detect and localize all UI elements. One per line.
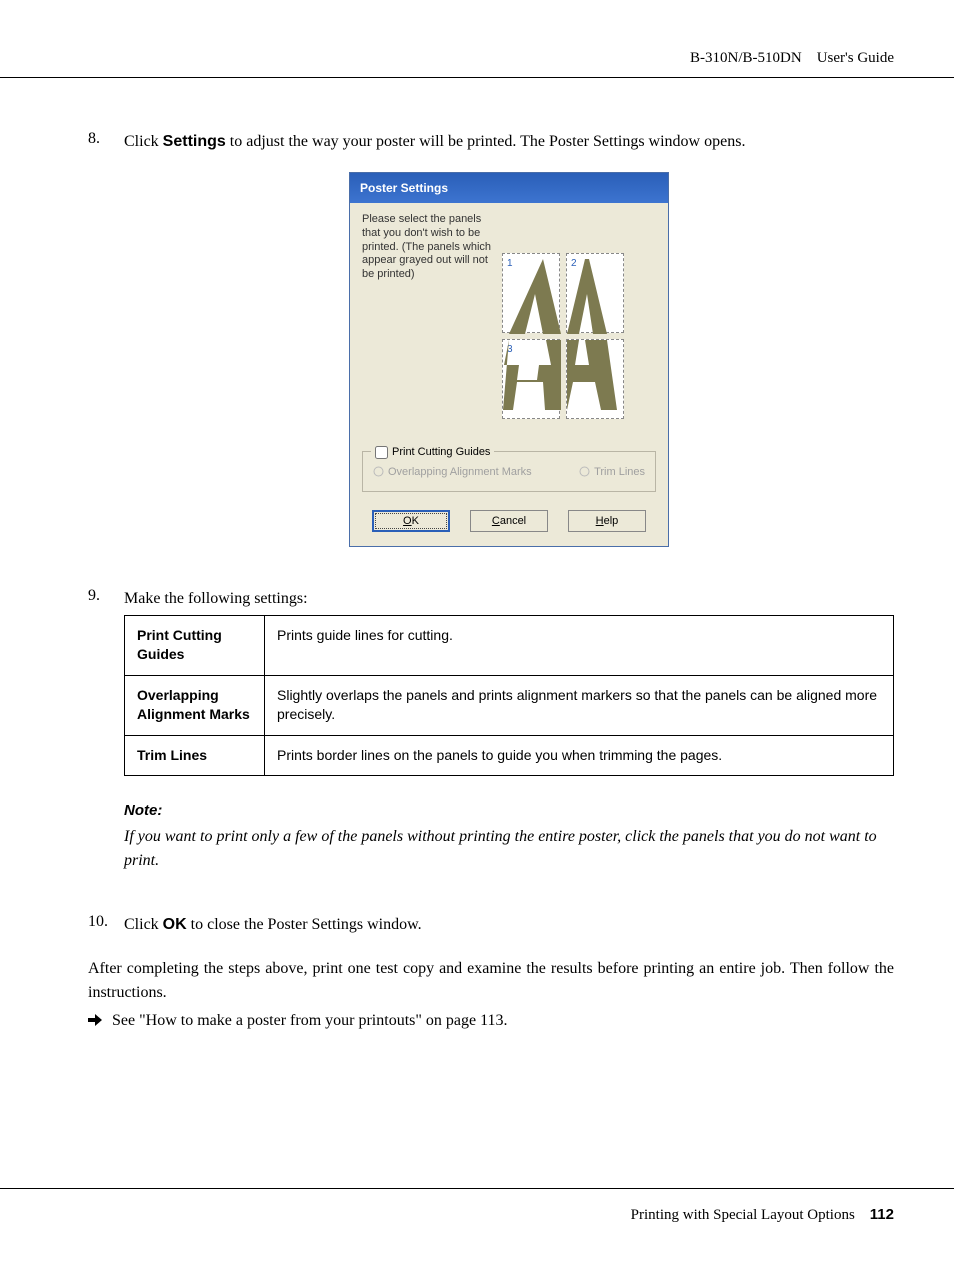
radio-icon	[373, 466, 384, 477]
step10-bold: OK	[163, 916, 187, 933]
step10-pre: Click	[124, 916, 163, 933]
panel-2[interactable]: 2	[566, 253, 624, 333]
see-reference-text: See "How to make a poster from your prin…	[108, 1012, 508, 1029]
step10-post: to close the Poster Settings window.	[187, 916, 422, 933]
cutting-guides-label: Print Cutting Guides	[392, 446, 490, 458]
panel-grid: 1 2 3 4	[492, 213, 656, 447]
trim-radio[interactable]: Trim Lines	[579, 464, 645, 481]
step8-bold: Settings	[163, 133, 226, 150]
see-reference-line: See "How to make a poster from your prin…	[88, 1009, 894, 1034]
settings-table: Print Cutting Guides Prints guide lines …	[124, 615, 894, 777]
radio-icon	[579, 466, 590, 477]
setting-desc: Prints guide lines for cutting.	[265, 615, 894, 675]
panel-4-shape	[567, 340, 625, 420]
header-product: B-310N/B-510DN	[690, 50, 802, 66]
panel-1[interactable]: 1	[502, 253, 560, 333]
cutting-guides-checkbox-input[interactable]	[375, 446, 388, 459]
note-body: If you want to print only a few of the p…	[124, 825, 894, 873]
setting-desc: Slightly overlaps the panels and prints …	[265, 675, 894, 735]
setting-name: Overlapping Alignment Marks	[125, 675, 265, 735]
step8-post: to adjust the way your poster will be pr…	[226, 133, 746, 150]
step-body: Make the following settings: Print Cutti…	[124, 587, 894, 893]
panel-4[interactable]: 4	[566, 339, 624, 419]
step-number: 8.	[88, 130, 124, 567]
panel-3-shape	[503, 340, 561, 420]
setting-desc: Prints border lines on the panels to gui…	[265, 735, 894, 776]
setting-name: Trim Lines	[125, 735, 265, 776]
overlap-radio[interactable]: Overlapping Alignment Marks	[373, 464, 532, 481]
cutting-guides-checkbox[interactable]: Print Cutting Guides	[371, 444, 494, 461]
after-paragraph: After completing the steps above, print …	[88, 957, 894, 1005]
table-row: Print Cutting Guides Prints guide lines …	[125, 615, 894, 675]
step9-text: Make the following settings:	[124, 587, 894, 611]
panel-3[interactable]: 3	[502, 339, 560, 419]
dialog-body: Please select the panels that you don't …	[350, 203, 668, 451]
step-9: 9. Make the following settings: Print Cu…	[88, 587, 894, 893]
dialog-instruction: Please select the panels that you don't …	[362, 213, 492, 447]
page-header: B-310N/B-510DN User's Guide	[690, 50, 894, 67]
setting-name: Print Cutting Guides	[125, 615, 265, 675]
footer-rule	[0, 1188, 954, 1189]
step-body: Click Settings to adjust the way your po…	[124, 130, 894, 567]
step-number: 10.	[88, 913, 124, 937]
panel-2-shape	[567, 254, 625, 334]
footer-section: Printing with Special Layout Options	[631, 1207, 855, 1223]
overlap-radio-label: Overlapping Alignment Marks	[388, 466, 532, 478]
ok-button[interactable]: OK	[372, 510, 450, 532]
step-8: 8. Click Settings to adjust the way your…	[88, 130, 894, 567]
panel-1-shape	[503, 254, 561, 334]
radio-row: Overlapping Alignment Marks Trim Lines	[373, 464, 645, 481]
dialog-button-row: OK Cancel Help	[350, 502, 668, 546]
table-row: Trim Lines Prints border lines on the pa…	[125, 735, 894, 776]
poster-settings-dialog: Poster Settings Please select the panels…	[349, 172, 669, 547]
header-rule	[0, 77, 954, 78]
dialog-titlebar: Poster Settings	[350, 173, 668, 203]
content-area: 8. Click Settings to adjust the way your…	[88, 130, 894, 1034]
footer-page: 112	[870, 1206, 894, 1223]
help-button[interactable]: Help	[568, 510, 646, 532]
page-footer: Printing with Special Layout Options 112	[631, 1206, 894, 1224]
cutting-guides-fieldset: Print Cutting Guides Overlapping Alignme…	[362, 451, 656, 492]
step-10: 10. Click OK to close the Poster Setting…	[88, 913, 894, 937]
arrow-right-icon	[88, 1010, 102, 1034]
step-body: Click OK to close the Poster Settings wi…	[124, 913, 894, 937]
step-number: 9.	[88, 587, 124, 893]
step8-pre: Click	[124, 133, 163, 150]
table-row: Overlapping Alignment Marks Slightly ove…	[125, 675, 894, 735]
note-title: Note:	[124, 800, 894, 823]
trim-radio-label: Trim Lines	[594, 466, 645, 478]
cancel-button[interactable]: Cancel	[470, 510, 548, 532]
header-doctype: User's Guide	[817, 50, 894, 66]
